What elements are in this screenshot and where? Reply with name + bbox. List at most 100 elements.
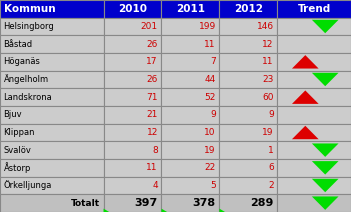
- Bar: [0, 159, 104, 177]
- Bar: [277, 88, 351, 106]
- Text: 4: 4: [152, 181, 158, 190]
- Text: 201: 201: [141, 22, 158, 31]
- Text: 23: 23: [263, 75, 274, 84]
- Polygon shape: [292, 91, 319, 104]
- Bar: [161, 71, 219, 88]
- Text: 9: 9: [268, 110, 274, 119]
- Bar: [104, 0, 161, 18]
- Text: 10: 10: [204, 128, 216, 137]
- Text: 397: 397: [135, 198, 158, 208]
- Text: 2010: 2010: [118, 4, 147, 14]
- Polygon shape: [312, 179, 339, 192]
- Bar: [161, 53, 219, 71]
- Bar: [277, 177, 351, 194]
- Text: 12: 12: [147, 128, 158, 137]
- Text: 11: 11: [146, 163, 158, 172]
- Bar: [104, 194, 161, 212]
- Bar: [219, 124, 277, 141]
- Polygon shape: [292, 126, 319, 139]
- Text: 21: 21: [147, 110, 158, 119]
- Text: 44: 44: [205, 75, 216, 84]
- Polygon shape: [312, 144, 339, 157]
- Bar: [161, 159, 219, 177]
- Text: Åstorp: Åstorp: [4, 162, 31, 173]
- Text: 2011: 2011: [176, 4, 205, 14]
- Text: 22: 22: [205, 163, 216, 172]
- Text: 2: 2: [268, 181, 274, 190]
- Bar: [0, 88, 104, 106]
- Text: Totalt: Totalt: [71, 199, 100, 208]
- Bar: [277, 106, 351, 124]
- Bar: [277, 53, 351, 71]
- Text: 26: 26: [147, 40, 158, 49]
- Bar: [0, 177, 104, 194]
- Text: 19: 19: [204, 146, 216, 155]
- Text: Ängelholm: Ängelholm: [4, 75, 49, 84]
- Bar: [0, 106, 104, 124]
- Bar: [219, 88, 277, 106]
- Polygon shape: [104, 209, 109, 212]
- Bar: [219, 35, 277, 53]
- Text: Kommun: Kommun: [4, 4, 55, 14]
- Bar: [0, 71, 104, 88]
- Bar: [104, 35, 161, 53]
- Bar: [161, 194, 219, 212]
- Polygon shape: [312, 20, 339, 33]
- Text: 378: 378: [193, 198, 216, 208]
- Bar: [104, 177, 161, 194]
- Text: 2012: 2012: [234, 4, 263, 14]
- Bar: [161, 88, 219, 106]
- Text: 52: 52: [205, 93, 216, 102]
- Bar: [277, 0, 351, 18]
- Bar: [277, 18, 351, 35]
- Text: 289: 289: [250, 198, 274, 208]
- Text: 1: 1: [268, 146, 274, 155]
- Bar: [0, 124, 104, 141]
- Bar: [161, 0, 219, 18]
- Bar: [0, 141, 104, 159]
- Text: 71: 71: [146, 93, 158, 102]
- Bar: [161, 35, 219, 53]
- Bar: [104, 88, 161, 106]
- Text: Örkelljunga: Örkelljunga: [4, 181, 52, 190]
- Text: Bjuv: Bjuv: [4, 110, 22, 119]
- Bar: [104, 71, 161, 88]
- Text: Helsingborg: Helsingborg: [4, 22, 54, 31]
- Bar: [161, 18, 219, 35]
- Bar: [219, 71, 277, 88]
- Bar: [104, 106, 161, 124]
- Polygon shape: [312, 73, 339, 86]
- Bar: [219, 141, 277, 159]
- Bar: [0, 0, 104, 18]
- Text: Båstad: Båstad: [4, 40, 33, 49]
- Text: 17: 17: [146, 57, 158, 66]
- Text: 199: 199: [199, 22, 216, 31]
- Bar: [104, 159, 161, 177]
- Bar: [104, 53, 161, 71]
- Bar: [219, 18, 277, 35]
- Text: 19: 19: [262, 128, 274, 137]
- Text: 11: 11: [204, 40, 216, 49]
- Text: 8: 8: [152, 146, 158, 155]
- Text: 12: 12: [263, 40, 274, 49]
- Bar: [161, 106, 219, 124]
- Bar: [219, 53, 277, 71]
- Bar: [277, 159, 351, 177]
- Bar: [219, 177, 277, 194]
- Polygon shape: [219, 209, 225, 212]
- Text: 5: 5: [210, 181, 216, 190]
- Bar: [219, 0, 277, 18]
- Bar: [277, 194, 351, 212]
- Text: Trend: Trend: [298, 4, 331, 14]
- Bar: [219, 106, 277, 124]
- Text: 9: 9: [210, 110, 216, 119]
- Bar: [161, 177, 219, 194]
- Text: Landskrona: Landskrona: [4, 93, 52, 102]
- Bar: [104, 141, 161, 159]
- Text: 11: 11: [262, 57, 274, 66]
- Text: 60: 60: [262, 93, 274, 102]
- Bar: [277, 35, 351, 53]
- Bar: [219, 194, 277, 212]
- Text: Höganäs: Höganäs: [4, 57, 40, 66]
- Text: 6: 6: [268, 163, 274, 172]
